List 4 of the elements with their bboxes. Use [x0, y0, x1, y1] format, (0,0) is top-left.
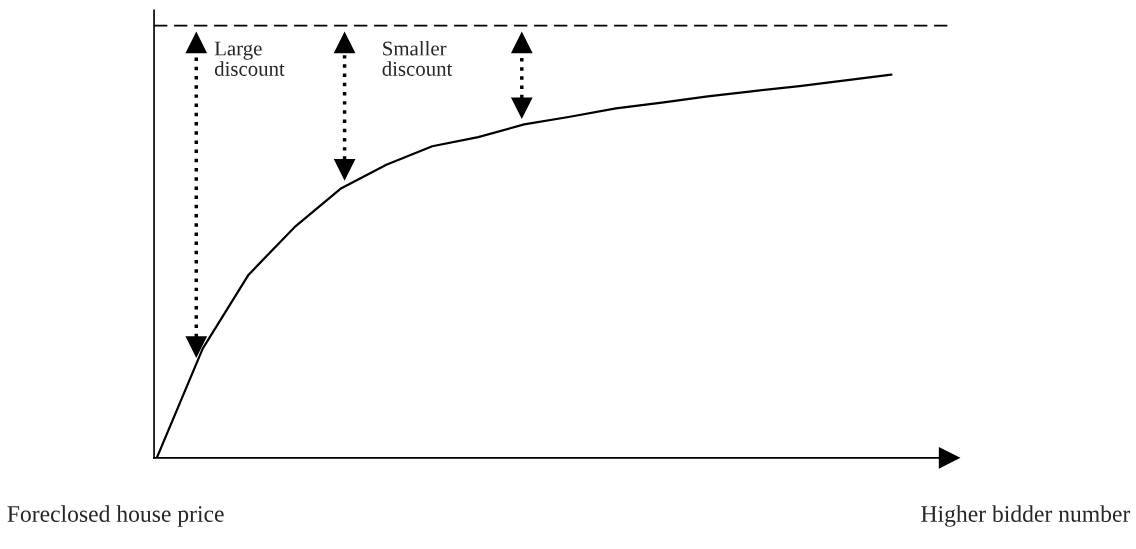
- annotation: Large discount: [214, 41, 285, 76]
- annotation: Smaller discount: [382, 40, 453, 76]
- x-axis-title: Higher bidder number: [921, 505, 1131, 527]
- y-axis-title: Foreclosed house price: [7, 505, 224, 527]
